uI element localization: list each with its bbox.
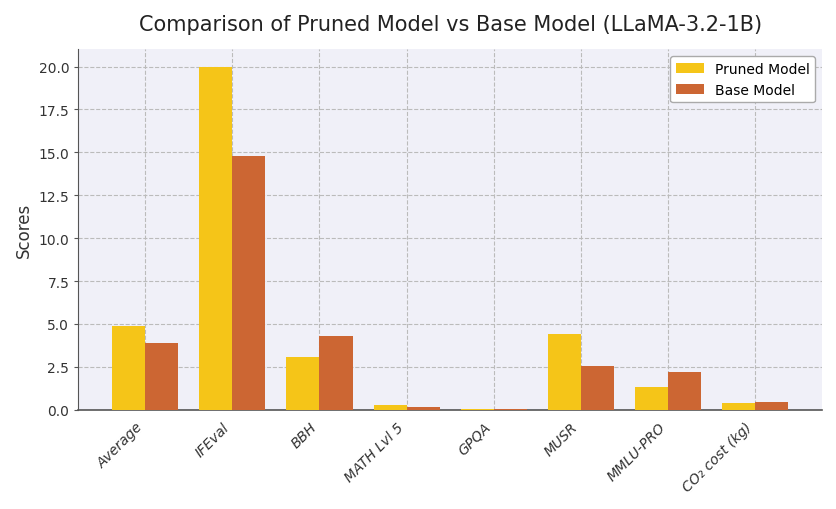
Bar (286, 357, 319, 410)
Bar (634, 388, 667, 410)
Bar (319, 336, 352, 410)
Bar (373, 406, 406, 410)
Bar (145, 343, 178, 410)
Bar (112, 326, 145, 410)
Bar (754, 402, 788, 410)
Y-axis label: Scores: Scores (15, 203, 33, 258)
Bar (232, 157, 265, 410)
Title: Comparison of Pruned Model vs Base Model (LLaMA-3.2-1B): Comparison of Pruned Model vs Base Model… (139, 15, 761, 35)
Bar (667, 372, 701, 410)
Bar (580, 366, 614, 410)
Bar (199, 68, 232, 410)
Legend: Pruned Model, Base Model: Pruned Model, Base Model (670, 58, 814, 103)
Bar (406, 407, 439, 410)
Bar (721, 403, 754, 410)
Bar (547, 334, 580, 410)
